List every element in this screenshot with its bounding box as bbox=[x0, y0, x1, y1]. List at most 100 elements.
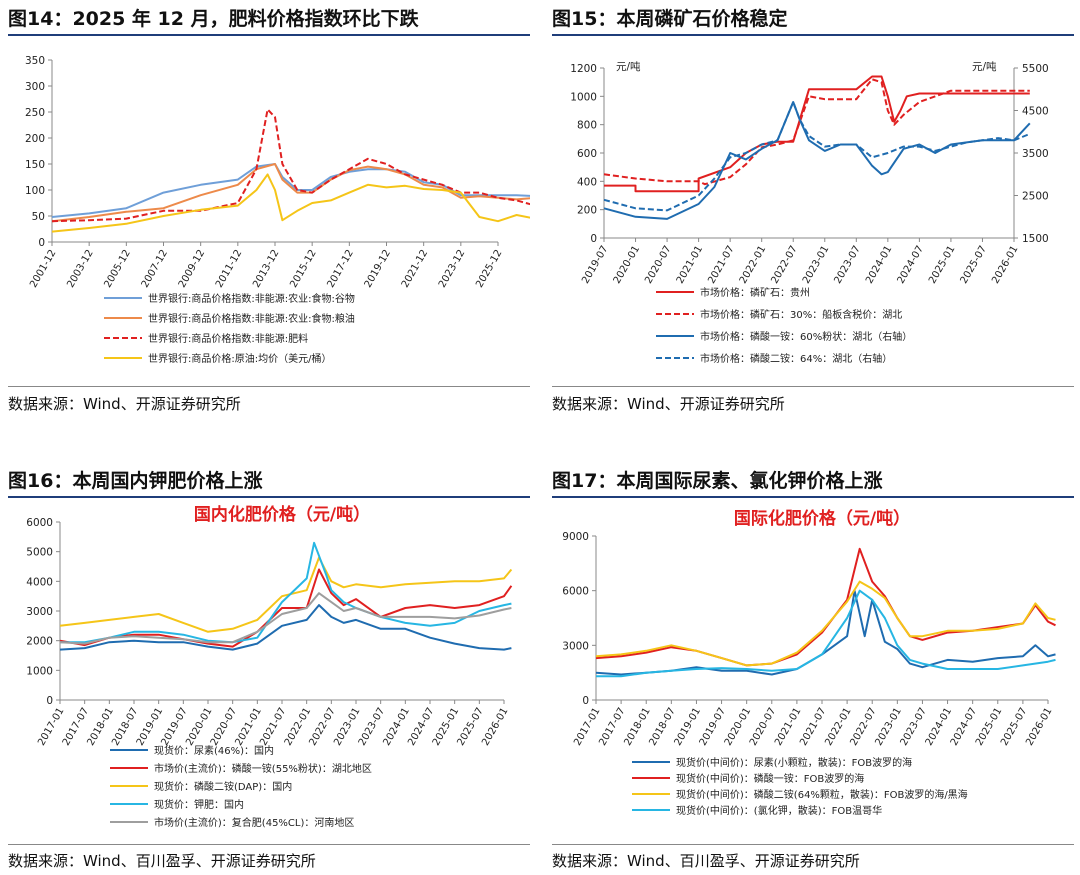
series-line bbox=[604, 75, 1030, 193]
figure-title: 图16：本周国内钾肥价格上涨 bbox=[8, 470, 263, 492]
figure-17: 图17：本周国际尿素、氯化钾价格上涨 国际化肥价格（元/吨） 0 3000 6000 9… bbox=[552, 466, 1074, 871]
x-tick-label: 2019-07 bbox=[580, 244, 610, 286]
figure-title: 图17：本周国际尿素、氯化钾价格上涨 bbox=[552, 470, 883, 492]
x-tick-label: 2007-12 bbox=[140, 248, 170, 290]
series-line bbox=[603, 78, 1030, 186]
x-tick-label: 2020-01 bbox=[612, 244, 642, 286]
figure-title: 图15：本周磷矿石价格稳定 bbox=[552, 8, 788, 30]
y-tick-label: 9000 bbox=[562, 531, 589, 543]
x-tick-label: 2013-12 bbox=[251, 248, 281, 290]
legend-label: 现货价(中间价)：磷酸一铵：FOB波罗的海 bbox=[676, 772, 864, 785]
y-tick-label: 3000 bbox=[562, 640, 589, 652]
series-line bbox=[51, 108, 530, 223]
x-tick-label: 2020-07 bbox=[643, 244, 673, 286]
x-tick-label: 2022-07 bbox=[769, 244, 799, 286]
figure-title: 图14：2025 年 12 月，肥料价格指数环比下跌 bbox=[8, 8, 419, 30]
x-tick-label: 2023-12 bbox=[437, 248, 467, 290]
series-line bbox=[596, 589, 1056, 678]
series-line bbox=[603, 101, 1031, 212]
series-line bbox=[51, 163, 530, 223]
x-tick-label: 2022-01 bbox=[738, 244, 768, 286]
legend-label: 现货价：尿素(46%)：国内 bbox=[154, 744, 274, 757]
x-tick-label: 2015-12 bbox=[288, 248, 318, 290]
x-tick-label: 2019-12 bbox=[363, 248, 393, 290]
y-tick-label: 200 bbox=[577, 205, 597, 217]
y-tick-label: 150 bbox=[25, 159, 45, 171]
legend-label: 现货价(中间价)：磷酸二铵(64%颗粒，散装)：FOB波罗的海/黑海 bbox=[676, 788, 968, 801]
y-tick-label-right: 1500 bbox=[1022, 233, 1049, 245]
legend-label: 现货价：磷酸二铵(DAP)：国内 bbox=[154, 780, 292, 793]
series-line bbox=[59, 556, 513, 633]
series-line bbox=[59, 592, 512, 645]
x-tick-label: 2025-07 bbox=[959, 244, 989, 286]
y-tick-label: 300 bbox=[25, 81, 45, 93]
x-tick-label: 2009-12 bbox=[177, 248, 207, 290]
legend-label: 世界银行:商品价格指数:非能源:肥料 bbox=[148, 332, 308, 345]
legend-label: 世界银行:商品价格指数:非能源:农业:食物:粮油 bbox=[148, 312, 355, 325]
y-tick-label: 2000 bbox=[26, 636, 53, 648]
title-rule bbox=[8, 496, 530, 498]
x-tick-label: 2001-12 bbox=[28, 248, 58, 290]
source-rule bbox=[8, 386, 530, 387]
y-tick-label-right: 3500 bbox=[1022, 148, 1049, 160]
series-line bbox=[59, 568, 513, 648]
legend-label: 世界银行:商品价格指数:非能源:农业:食物:谷物 bbox=[148, 292, 355, 305]
series-line bbox=[595, 580, 1056, 667]
legend-label: 市场价(主流价)：复合肥(45%CL)：河南地区 bbox=[154, 816, 354, 829]
x-tick-label: 2021-07 bbox=[706, 244, 736, 286]
source-rule bbox=[552, 844, 1074, 845]
figure-15: 图15：本周磷矿石价格稳定 0 200 400 600 800 1000 1200 1500 2… bbox=[552, 4, 1074, 414]
y-tick-label: 50 bbox=[32, 211, 45, 223]
y-tick-label: 350 bbox=[25, 55, 45, 67]
legend-label: 现货价(中间价)：(氯化钾，散装)：FOB温哥华 bbox=[676, 804, 882, 817]
y-tick-label: 800 bbox=[577, 120, 597, 132]
y-tick-label: 0 bbox=[46, 695, 53, 707]
y-tick-label: 1000 bbox=[570, 91, 597, 103]
legend-label: 市场价格：磷矿石：30%：船板含税价：湖北 bbox=[700, 308, 902, 321]
series-line bbox=[51, 173, 530, 233]
legend-label: 市场价(主流价)：磷酸一铵(55%粉状)：湖北地区 bbox=[154, 762, 372, 775]
x-tick-label: 2025-01 bbox=[927, 244, 957, 286]
series-line bbox=[59, 604, 512, 651]
series-line bbox=[603, 101, 1031, 220]
x-tick-label: 2017-12 bbox=[326, 248, 356, 290]
x-tick-label: 2003-12 bbox=[65, 248, 95, 290]
figure-16: 图16：本周国内钾肥价格上涨 国内化肥价格（元/吨） 0 1000 2000 3000 4… bbox=[8, 466, 530, 871]
y-tick-label: 0 bbox=[38, 237, 45, 249]
title-rule bbox=[552, 496, 1074, 498]
x-tick-label: 2024-07 bbox=[896, 244, 926, 286]
data-source: 数据来源：Wind、百川盈孚、开源证券研究所 bbox=[8, 852, 316, 870]
data-source: 数据来源：Wind、百川盈孚、开源证券研究所 bbox=[552, 852, 860, 870]
source-rule bbox=[8, 844, 530, 845]
y-tick-label: 0 bbox=[590, 233, 597, 245]
y-tick-label: 600 bbox=[577, 148, 597, 160]
y-tick-label: 3000 bbox=[26, 606, 53, 618]
data-source: 数据来源：Wind、开源证券研究所 bbox=[552, 395, 785, 413]
x-tick-label: 2023-07 bbox=[832, 244, 862, 286]
title-rule bbox=[8, 34, 530, 36]
x-tick-label: 2024-01 bbox=[864, 244, 894, 286]
x-tick-label: 2021-12 bbox=[400, 248, 430, 290]
y-tick-label: 4000 bbox=[26, 576, 53, 588]
legend-label: 世界银行:商品价格:原油:均价（美元/桶） bbox=[148, 352, 331, 365]
y-tick-label: 1000 bbox=[26, 665, 53, 677]
chart-title: 国内化肥价格（元/吨） bbox=[194, 504, 370, 525]
y-tick-label: 250 bbox=[25, 107, 45, 119]
y-tick-label-right: 4500 bbox=[1022, 106, 1049, 118]
title-rule bbox=[552, 34, 1074, 36]
chart-domestic-fertilizer-price: 国内化肥价格（元/吨）01000200030004000500060002017… bbox=[26, 504, 513, 829]
x-tick-label: 2005-12 bbox=[103, 248, 133, 290]
legend-label: 现货价：钾肥：国内 bbox=[154, 798, 244, 811]
x-tick-label: 2011-12 bbox=[214, 248, 244, 290]
figure-14: 图14：2025 年 12 月，肥料价格指数环比下跌 0 50 100 150 200 2… bbox=[8, 4, 530, 414]
y-tick-label: 0 bbox=[582, 695, 589, 707]
y-tick-label: 6000 bbox=[26, 517, 53, 529]
y-tick-label: 200 bbox=[25, 133, 45, 145]
chart-fertilizer-price-index: 0 50 100 150 200 250 300 350 2001-12 2003-12 2005-… bbox=[25, 55, 530, 365]
x-tick-label: 2025-12 bbox=[474, 248, 504, 290]
series-line bbox=[595, 589, 1056, 676]
x-tick-label: 2021-01 bbox=[675, 244, 705, 286]
legend-label: 市场价格：磷酸一铵：60%粉状：湖北（右轴） bbox=[700, 330, 912, 343]
legend-label: 市场价格：磷酸二铵：64%：湖北（右轴） bbox=[700, 352, 892, 365]
source-rule bbox=[552, 386, 1074, 387]
